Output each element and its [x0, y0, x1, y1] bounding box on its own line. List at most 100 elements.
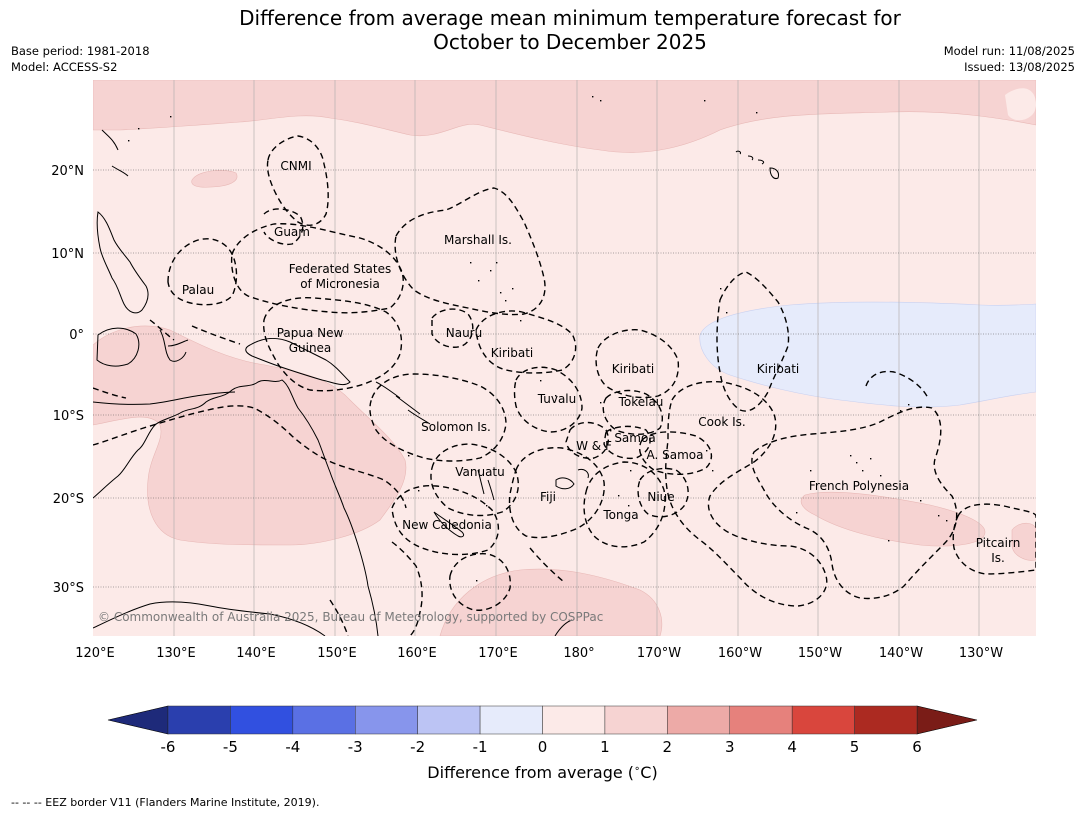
coastline-new-caledonia	[433, 511, 465, 538]
eez-australia	[93, 405, 407, 509]
latitude-label: 20°S	[53, 492, 84, 507]
eez-marshall	[394, 187, 546, 316]
island-dot	[870, 458, 872, 460]
eez-guam	[263, 208, 304, 246]
model-name: Model: ACCESS-S2	[11, 60, 118, 74]
anomaly-region-south-centre	[439, 568, 663, 636]
colorbar-tick-label: 4	[787, 738, 797, 756]
coastline-new-zealand	[554, 619, 573, 636]
island-dot	[810, 470, 812, 472]
copyright-notice: © Commonwealth of Australia 2025, Bureau…	[98, 610, 603, 624]
base-period: Base period: 1981-2018	[11, 44, 150, 58]
eez-kiribati-east	[716, 271, 790, 412]
eez-tuvalu	[513, 366, 583, 433]
label-niue: Niue	[647, 490, 674, 504]
colorbar: -6 -5 -4 -3 -2 -1 0 1 2 3 4 5 6	[107, 705, 978, 756]
longitude-label: 140°E	[236, 646, 276, 661]
label-tuvalu: Tuvalu	[537, 392, 577, 406]
label-new-caledonia: New Caledonia	[402, 518, 492, 532]
colorbar-segment	[729, 705, 793, 735]
eez-norfolk	[449, 553, 511, 611]
anomaly-region-north-blob	[191, 170, 238, 188]
eez-nauru	[431, 308, 474, 348]
island-dot	[706, 450, 708, 452]
eez-new-caledonia	[391, 485, 499, 556]
colorbar-segment	[292, 705, 356, 735]
label-kiribati-east: Kiribati	[757, 362, 799, 376]
colorbar-segment	[230, 705, 294, 735]
island-dot	[500, 292, 502, 294]
label-solomon: Solomon Is.	[421, 420, 491, 434]
eez-kiribati-central	[595, 329, 680, 399]
anomaly-region-east	[1011, 522, 1036, 561]
colorbar-tick-label: 6	[912, 738, 922, 756]
colorbar-segment	[854, 705, 918, 735]
eez-borders	[93, 135, 1036, 636]
colorbar-segment	[167, 705, 231, 735]
colorbar-under-arrow	[107, 705, 169, 735]
colorbar-over-arrow	[916, 705, 978, 735]
colorbar-tick-label: -4	[285, 738, 300, 756]
eez-kermadec	[529, 547, 565, 583]
island-dot	[756, 112, 758, 114]
latitude-labels: 20°N 10°N 0° 10°S 20°S 30°S	[51, 164, 84, 596]
map-title-line1: Difference from average mean minimum tem…	[239, 6, 901, 30]
eez-samoa	[603, 425, 651, 460]
island-dot	[496, 262, 498, 264]
island-dot	[628, 505, 630, 507]
island-dot	[796, 512, 798, 514]
label-cook: Cook Is.	[698, 415, 745, 429]
island-dot	[138, 128, 140, 130]
coastline-south-australia	[93, 601, 326, 636]
island-dot	[610, 430, 612, 432]
anomaly-region-north	[93, 80, 1036, 153]
island-dot	[540, 380, 542, 382]
latitude-label: 10°S	[53, 409, 84, 424]
island-dot	[600, 402, 602, 404]
label-png-line1: Papua New	[277, 326, 344, 340]
anomaly-region-ne	[1005, 88, 1036, 121]
eez-tokelau	[602, 389, 664, 435]
coastline-borneo	[96, 327, 140, 367]
eez-footnote: -- -- -- EEZ border V11 (Flanders Marine…	[11, 796, 320, 809]
colorbar-tick-label: 0	[538, 738, 548, 756]
colorbar-segment	[791, 705, 855, 735]
map-title-line2: October to December 2025	[433, 30, 707, 54]
colorbar-label: Difference from average (∘C)	[427, 763, 658, 782]
eez-png	[263, 297, 403, 392]
label-cnmi: CNMI	[280, 159, 311, 173]
longitude-label: 130°E	[156, 646, 196, 661]
island-dot	[555, 395, 557, 397]
anomaly-contours	[93, 80, 1036, 636]
longitude-label: 180°	[563, 646, 594, 661]
latitude-label: 10°N	[51, 247, 84, 262]
colorbar-tick-label: -3	[348, 738, 363, 756]
eez-vanuatu	[430, 443, 520, 517]
island-dot	[856, 462, 858, 464]
eez-indonesia	[93, 319, 241, 399]
coastline-philippines	[96, 211, 149, 314]
island-dot	[470, 262, 472, 264]
colorbar-tick-label: 1	[600, 738, 610, 756]
label-kiribati-central: Kiribati	[612, 362, 654, 376]
island-dot	[712, 470, 714, 472]
island-dot	[128, 140, 130, 142]
eez-pitcairn	[952, 503, 1036, 575]
label-kiribati-west: Kiribati	[491, 346, 533, 360]
coastline-new-guinea	[245, 337, 351, 386]
island-dot	[862, 470, 864, 472]
label-palau: Palau	[182, 283, 214, 297]
run-info: Model run: 11/08/2025 Issued: 13/08/2025	[944, 43, 1075, 75]
eez-palau	[167, 238, 238, 306]
island-dot	[505, 300, 507, 302]
coastline-vanuatu	[477, 469, 495, 501]
longitude-label: 140°W	[879, 646, 923, 661]
label-wallis-futuna: W & F	[576, 439, 612, 453]
colorbar-segment	[355, 705, 418, 735]
colorbar-tick-label: -5	[223, 738, 238, 756]
colorbar-segment	[479, 705, 543, 735]
island-dot	[850, 455, 852, 457]
eez-niue	[637, 467, 689, 518]
latitude-label: 20°N	[51, 164, 84, 179]
